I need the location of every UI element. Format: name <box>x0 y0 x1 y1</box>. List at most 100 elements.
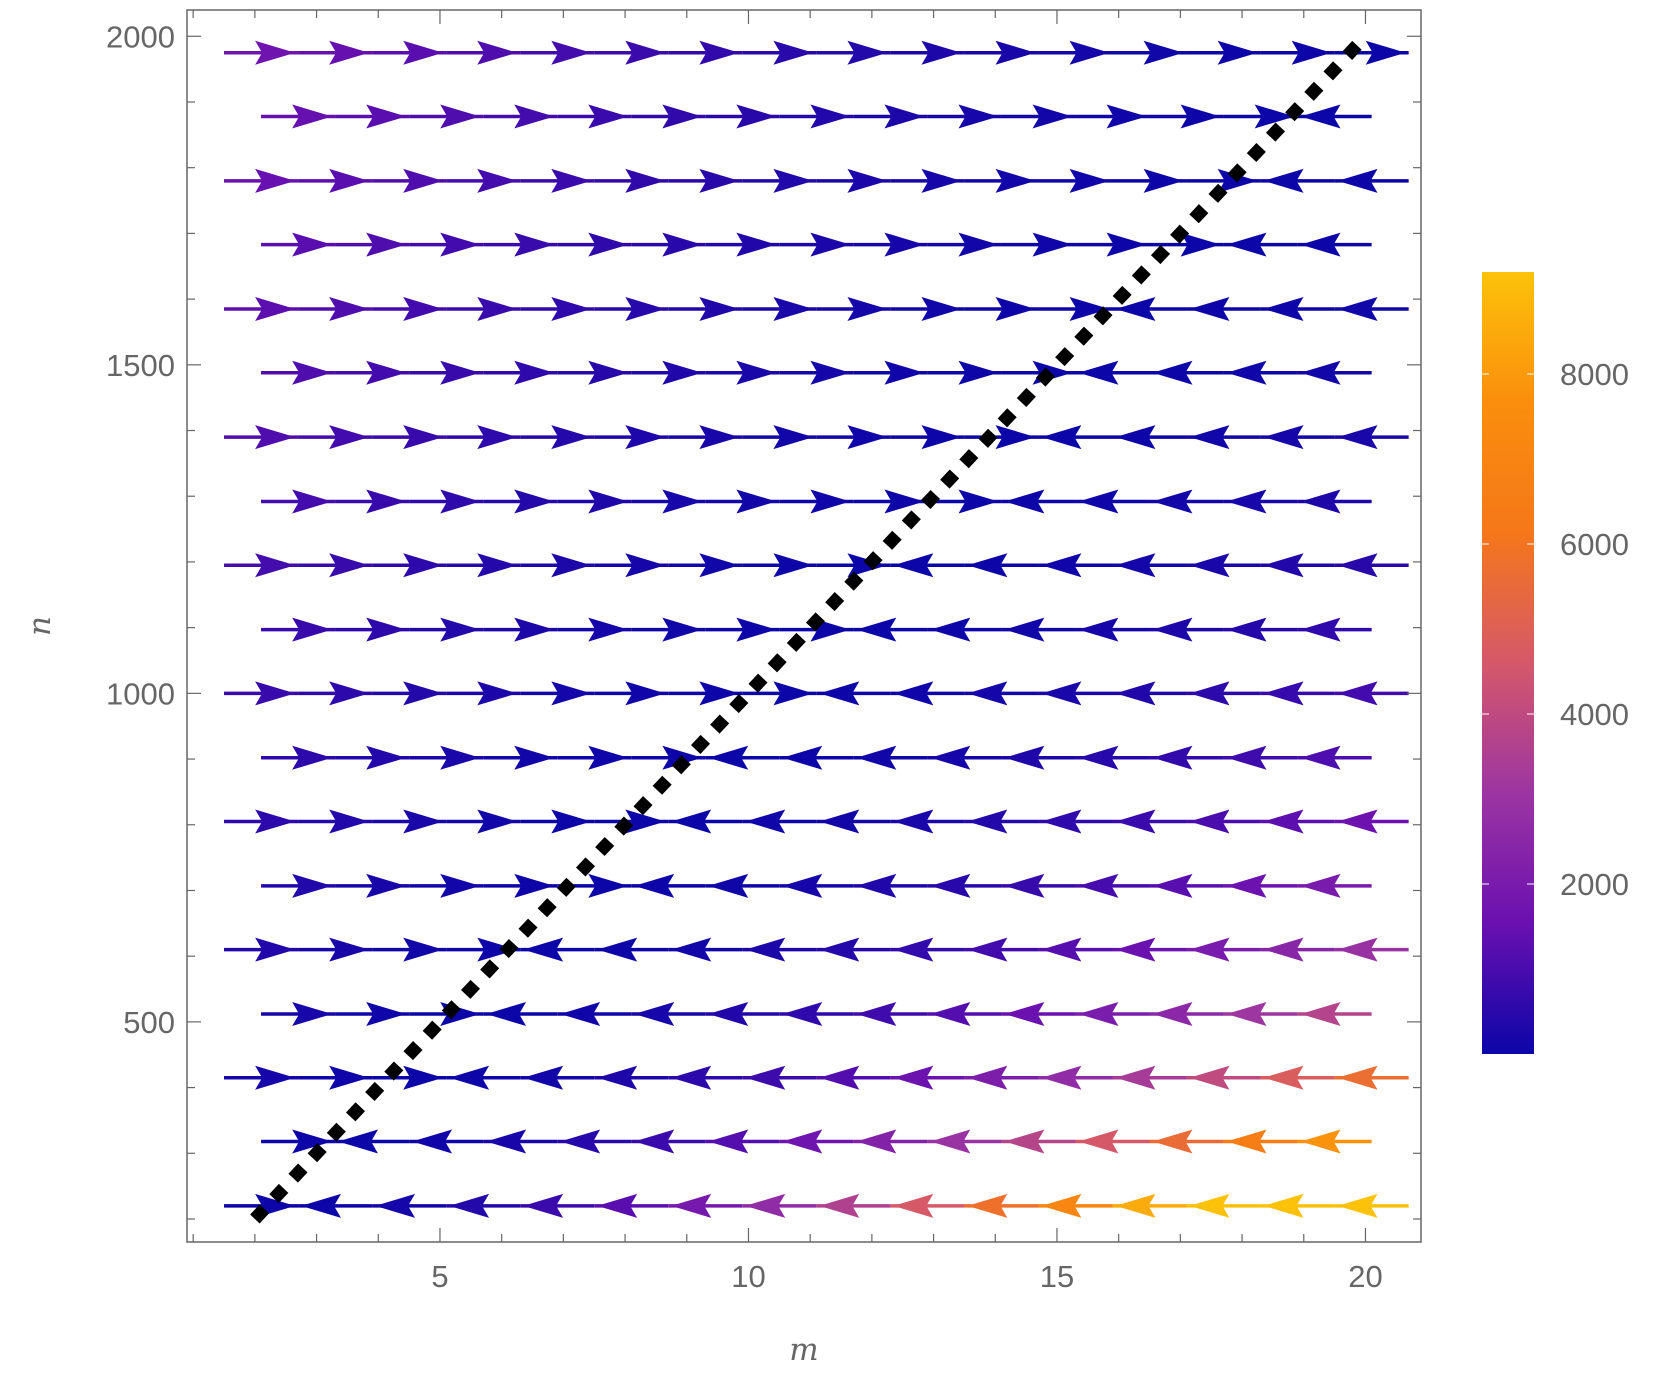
vector-arrow <box>224 168 299 193</box>
vector-arrow <box>1038 1193 1113 1218</box>
vector-arrow <box>668 40 743 65</box>
vector-arrow <box>1223 232 1298 257</box>
vector-arrow <box>853 360 928 385</box>
vector-arrow <box>446 168 521 193</box>
vector-arrow <box>594 681 669 706</box>
vector-arrow <box>1112 425 1187 450</box>
vector-arrow <box>520 40 595 65</box>
vector-arrow <box>1297 745 1372 770</box>
vector-arrow <box>631 1001 706 1026</box>
vector-arrow <box>1334 296 1409 321</box>
vector-arrow <box>261 489 336 514</box>
vector-arrow <box>964 1193 1039 1218</box>
vector-arrow <box>261 873 336 898</box>
vector-arrow <box>594 809 669 834</box>
vector-arrow <box>557 104 632 129</box>
vector-arrow <box>224 40 299 65</box>
y-tick-label: 1500 <box>106 348 175 383</box>
vector-arrow <box>779 360 854 385</box>
plot-frame <box>186 9 1422 1243</box>
vector-arrow <box>372 937 447 962</box>
vector-arrow <box>261 745 336 770</box>
vector-arrow <box>1223 360 1298 385</box>
vector-arrow <box>1297 360 1372 385</box>
vector-arrow <box>224 553 299 578</box>
vector-arrow <box>779 1001 854 1026</box>
vector-arrow <box>742 425 817 450</box>
vector-arrow <box>557 360 632 385</box>
vector-arrow <box>483 489 558 514</box>
vector-arrow <box>705 617 780 642</box>
vector-arrow <box>1223 1001 1298 1026</box>
vector-arrow <box>1186 296 1261 321</box>
vector-arrow <box>594 937 669 962</box>
vector-arrow <box>1260 1193 1335 1218</box>
vector-arrow <box>1186 937 1261 962</box>
vector-arrow <box>668 553 743 578</box>
vector-arrow <box>964 809 1039 834</box>
vector-arrow <box>298 296 373 321</box>
vector-arrow <box>1149 104 1224 129</box>
dashed-line-n-equals-100m <box>250 31 1371 1224</box>
vector-arrow <box>1038 937 1113 962</box>
vector-arrow <box>1186 553 1261 578</box>
y-axis-ticks: 500 1000 1500 2000 <box>106 19 1421 1220</box>
vector-arrow <box>890 40 965 65</box>
vector-arrow <box>335 489 410 514</box>
vector-arrow <box>668 937 743 962</box>
x-tick-label: 10 <box>731 1259 765 1294</box>
vector-arrow <box>742 553 817 578</box>
vector-arrow <box>335 617 410 642</box>
vector-arrow <box>742 40 817 65</box>
vector-arrow <box>816 1193 891 1218</box>
vector-arrow <box>890 937 965 962</box>
vector-arrow <box>298 809 373 834</box>
vector-arrow <box>409 360 484 385</box>
x-axis-title: m <box>789 1332 818 1368</box>
vector-arrow <box>964 1065 1039 1090</box>
vector-arrow <box>1075 1129 1150 1154</box>
vector-arrow <box>964 296 1039 321</box>
vector-arrow <box>927 489 1002 514</box>
vector-arrow <box>1260 937 1335 962</box>
vector-arrow <box>298 1065 373 1090</box>
vector-arrow <box>594 168 669 193</box>
vector-arrow <box>1038 681 1113 706</box>
vector-arrow <box>927 360 1002 385</box>
vector-arrow <box>927 617 1002 642</box>
vector-arrow <box>890 809 965 834</box>
vector-arrow <box>1186 1193 1261 1218</box>
vector-arrow <box>1334 1193 1409 1218</box>
vector-arrow <box>816 1065 891 1090</box>
vector-arrow <box>372 681 447 706</box>
vector-arrow <box>520 553 595 578</box>
vector-arrow <box>779 1129 854 1154</box>
vector-arrow <box>483 232 558 257</box>
vector-arrow <box>557 745 632 770</box>
vector-arrow <box>1075 1001 1150 1026</box>
vector-arrow <box>594 1065 669 1090</box>
vector-arrow <box>1001 489 1076 514</box>
vector-arrow <box>631 104 706 129</box>
vector-arrow <box>631 745 706 770</box>
vector-arrow <box>1112 553 1187 578</box>
vector-arrow <box>705 873 780 898</box>
vector-arrow <box>927 873 1002 898</box>
vector-arrow <box>298 425 373 450</box>
vector-arrow <box>372 168 447 193</box>
vector-arrow <box>372 1193 447 1218</box>
x-tick-label: 15 <box>1040 1259 1074 1294</box>
colorbar-ticks: 2000 4000 6000 8000 <box>1482 357 1629 902</box>
vector-arrow <box>261 1001 336 1026</box>
vector-arrow <box>298 40 373 65</box>
vector-arrow <box>853 873 928 898</box>
vector-arrow <box>742 296 817 321</box>
vector-arrow <box>1001 1129 1076 1154</box>
vector-arrow <box>1334 681 1409 706</box>
vector-arrow <box>964 168 1039 193</box>
vector-arrow <box>1334 809 1409 834</box>
vector-arrow <box>964 425 1039 450</box>
vector-arrow <box>668 1065 743 1090</box>
vector-arrow <box>224 681 299 706</box>
vector-arrow <box>335 745 410 770</box>
